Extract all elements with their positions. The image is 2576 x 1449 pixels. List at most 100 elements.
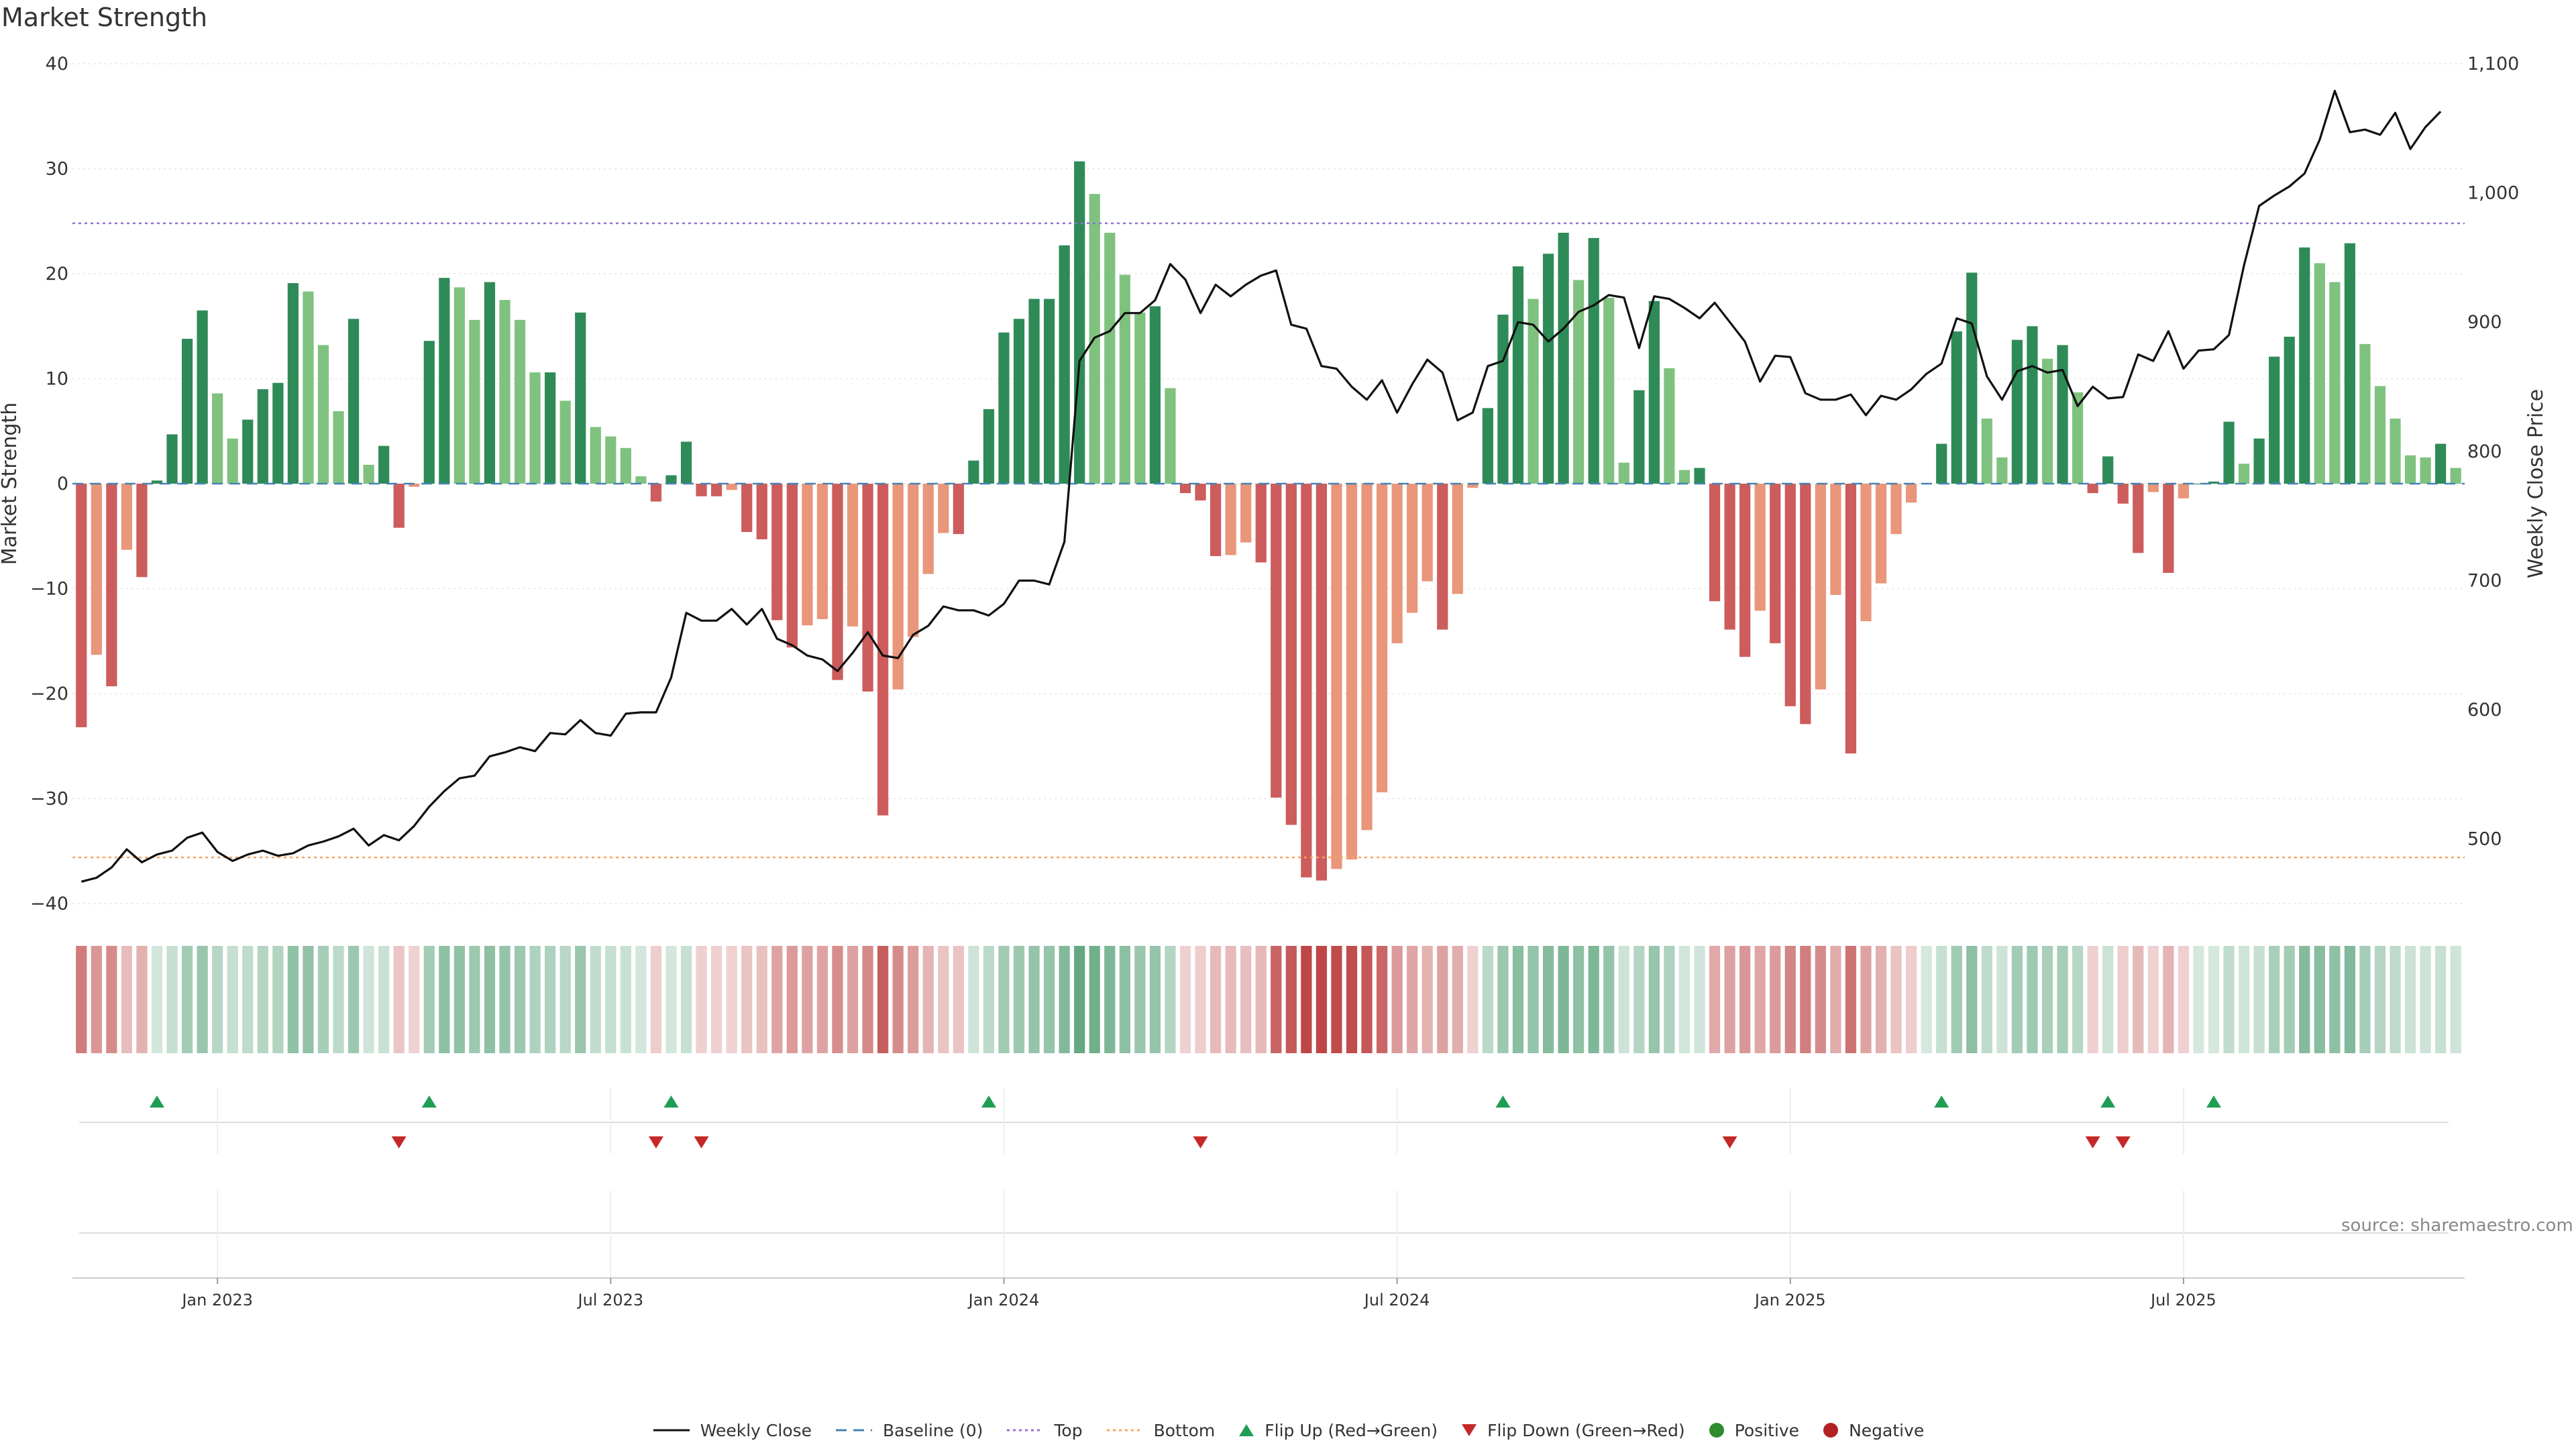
heat-cell — [1512, 946, 1524, 1053]
strength-bar — [423, 341, 435, 484]
flip-up-marker — [1495, 1095, 1511, 1108]
strength-bar — [529, 372, 541, 484]
heat-cell — [2027, 946, 2038, 1053]
heat-cell — [2344, 946, 2356, 1053]
strength-bar — [1512, 266, 1524, 484]
strength-bar — [1210, 484, 1222, 556]
heat-cell — [393, 946, 405, 1053]
strength-bar — [1119, 274, 1130, 484]
strength-bar — [166, 434, 178, 484]
strength-bar — [786, 484, 798, 648]
strength-bar — [726, 484, 737, 490]
heat-cell — [1407, 946, 1418, 1053]
heat-cell — [922, 946, 934, 1053]
heat-cell — [1104, 946, 1116, 1053]
strength-bar — [1285, 484, 1297, 825]
strength-bar — [91, 484, 102, 655]
heat-cell — [1618, 946, 1629, 1053]
strength-bar — [227, 438, 238, 484]
heat-cell — [1527, 946, 1539, 1053]
strength-bar — [197, 310, 208, 484]
y2-tick-label-2: 900 — [2467, 312, 2502, 333]
heat-cell — [363, 946, 374, 1053]
heat-cell — [2193, 946, 2204, 1053]
x-tick-label-4: Jan 2025 — [1754, 1291, 1826, 1309]
heat-cell — [423, 946, 435, 1053]
heat-cell — [1149, 946, 1161, 1053]
strength-bar — [1437, 484, 1448, 630]
heat-cell — [166, 946, 178, 1053]
strength-bar — [1996, 457, 2008, 484]
heat-cell — [1754, 946, 1766, 1053]
y2-tick-label-4: 700 — [2467, 570, 2502, 591]
strength-bar — [1482, 408, 1494, 484]
heat-cell — [181, 946, 193, 1053]
strength-bar — [1195, 484, 1206, 501]
heat-cell — [2163, 946, 2174, 1053]
heat-cell — [1875, 946, 1887, 1053]
strength-bar — [2011, 339, 2023, 484]
heat-cell — [2072, 946, 2084, 1053]
strength-bar — [1149, 306, 1161, 484]
strength-bar — [1860, 484, 1872, 622]
legend-baseline-label: Baseline (0) — [883, 1420, 983, 1440]
heat-cell — [2329, 946, 2341, 1053]
heat-cell — [1452, 946, 1463, 1053]
heat-cell — [529, 946, 541, 1053]
y-tick-label-3: 10 — [46, 369, 68, 390]
legend-positive: Positive — [1708, 1421, 1799, 1440]
strength-bar — [1421, 484, 1433, 582]
heat-cell — [938, 946, 949, 1053]
strength-bar — [877, 484, 889, 816]
y-tick-label-1: 30 — [46, 159, 68, 180]
heat-cell — [287, 946, 299, 1053]
strength-bar — [1043, 299, 1055, 484]
y2-tick-label-0: 1,100 — [2467, 54, 2519, 74]
strength-bar — [2314, 263, 2325, 484]
heat-cell — [726, 946, 737, 1053]
flip-up-marker — [663, 1095, 679, 1108]
heat-cell — [1724, 946, 1735, 1053]
heat-cell — [847, 946, 859, 1053]
heat-cell — [802, 946, 813, 1053]
strength-bar — [242, 419, 254, 484]
heat-cell — [1709, 946, 1721, 1053]
strength-bar — [2390, 418, 2401, 484]
legend-flip-up-label: Flip Up (Red→Green) — [1265, 1420, 1438, 1440]
y2-tick-label-5: 600 — [2467, 700, 2502, 720]
flip-down-marker — [648, 1136, 663, 1148]
heat-cell — [2178, 946, 2190, 1053]
heat-cell — [1043, 946, 1055, 1053]
heat-cell — [575, 946, 586, 1053]
strength-bar — [2117, 484, 2129, 504]
y-tick-label-2: 20 — [46, 264, 68, 284]
flip-down-marker — [391, 1136, 407, 1148]
heat-cell — [545, 946, 556, 1053]
strength-bar — [1301, 484, 1312, 877]
strength-bar — [2133, 484, 2144, 553]
heat-cell — [1467, 946, 1479, 1053]
y-tick-label-6: −20 — [30, 684, 68, 704]
heat-cell — [2420, 946, 2431, 1053]
strength-bar — [1830, 484, 1841, 595]
heat-cell — [1421, 946, 1433, 1053]
strength-bar — [741, 484, 753, 532]
heat-cell — [1860, 946, 1872, 1053]
strength-bar — [469, 319, 480, 484]
strength-bar — [2147, 484, 2159, 492]
strength-bar — [2450, 468, 2461, 484]
strength-bar — [1376, 484, 1388, 793]
heat-cell — [409, 946, 420, 1053]
strength-bar — [1165, 388, 1176, 484]
heat-cell — [1996, 946, 2008, 1053]
strength-bar — [1331, 484, 1342, 869]
legend-bottom: Bottom — [1106, 1421, 1215, 1440]
strength-bar — [136, 484, 148, 578]
heat-cell — [741, 946, 753, 1053]
heat-cell — [2390, 946, 2401, 1053]
heat-cell — [1784, 946, 1796, 1053]
heat-cell — [1830, 946, 1841, 1053]
heat-cell — [499, 946, 511, 1053]
heat-cell — [227, 946, 238, 1053]
y2-tick-label-3: 800 — [2467, 441, 2502, 462]
